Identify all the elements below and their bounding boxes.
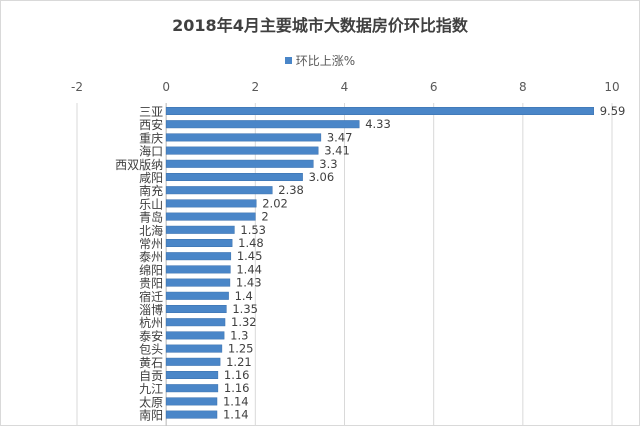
- data-label: 1.14: [223, 394, 249, 408]
- category-label: 包头: [139, 343, 163, 357]
- bar: [165, 107, 594, 115]
- bar: [165, 384, 219, 393]
- category-label: 重庆: [139, 131, 163, 145]
- category-label: 西双版纳: [115, 158, 163, 172]
- chart-title: 2018年4月主要城市大数据房价环比指数: [172, 16, 468, 35]
- bar: [165, 120, 360, 129]
- bar: [165, 212, 256, 221]
- data-label: 9.59: [600, 104, 626, 118]
- category-label: 杭州: [139, 315, 163, 330]
- bar: [165, 357, 221, 366]
- category-label: 贵阳: [139, 277, 163, 291]
- bar: [165, 397, 218, 406]
- bar: [165, 305, 227, 313]
- category-label: 西安: [139, 117, 163, 132]
- data-label: 2.02: [262, 196, 288, 210]
- bar: [165, 186, 273, 195]
- bar: [165, 199, 257, 208]
- legend-label: 环比上涨%: [295, 54, 356, 68]
- bar: [165, 278, 231, 287]
- bar: [165, 239, 233, 247]
- data-label: 3.47: [327, 130, 353, 144]
- data-label: 3.41: [324, 144, 350, 158]
- category-label: 九江: [139, 382, 163, 396]
- data-label: 4.33: [365, 117, 391, 131]
- legend-swatch: [284, 57, 292, 64]
- category-label: 黄石: [139, 356, 163, 370]
- x-tick-label: 6: [430, 80, 438, 94]
- data-label: 1.16: [224, 381, 250, 395]
- data-label: 1.3: [230, 328, 248, 342]
- data-label: 1.21: [226, 355, 252, 369]
- bar: [165, 252, 232, 261]
- data-label: 1.25: [228, 342, 254, 356]
- bar: [165, 344, 223, 353]
- data-label: 1.35: [232, 302, 258, 316]
- x-tick-label: 10: [604, 80, 619, 94]
- data-label: 2.38: [278, 183, 304, 197]
- bar: [165, 159, 314, 168]
- data-label: 1.48: [238, 236, 264, 250]
- bar: [165, 291, 229, 300]
- bar: [165, 410, 218, 419]
- bar: [165, 146, 319, 155]
- category-label: 常州: [139, 237, 163, 251]
- category-label: 南阳: [139, 408, 163, 423]
- bar: [165, 225, 235, 234]
- x-tick-label: 0: [162, 80, 170, 94]
- data-label: 1.14: [223, 408, 249, 422]
- data-label: 1.53: [240, 223, 266, 237]
- bar: [165, 133, 322, 142]
- category-label: 泰安: [139, 328, 163, 343]
- chart-legend: 环比上涨%: [0, 52, 640, 69]
- category-label: 淄博: [139, 302, 163, 317]
- category-label: 泰州: [139, 250, 163, 264]
- x-tick-label: 2: [252, 80, 260, 94]
- x-tick-label: 8: [519, 80, 527, 94]
- category-label: 南充: [139, 183, 163, 198]
- category-label: 三亚: [139, 105, 163, 119]
- x-tick-label: -2: [71, 80, 83, 94]
- category-label: 绵阳: [139, 263, 163, 277]
- data-label: 2: [261, 210, 268, 224]
- bar: [165, 173, 303, 181]
- data-label: 1.44: [236, 262, 262, 276]
- category-label: 北海: [139, 223, 163, 238]
- category-label: 宿迁: [139, 289, 163, 304]
- data-label: 1.45: [237, 249, 263, 263]
- data-label: 1.4: [235, 289, 253, 303]
- category-label: 自贡: [139, 369, 163, 383]
- bar: [165, 331, 225, 340]
- data-label: 3.3: [319, 157, 337, 171]
- category-label: 海口: [139, 144, 163, 159]
- data-label: 1.32: [231, 315, 257, 329]
- data-label: 1.43: [236, 276, 262, 290]
- bar: [165, 318, 226, 327]
- category-label: 青岛: [139, 210, 163, 225]
- data-label: 3.06: [309, 170, 335, 184]
- category-label: 咸阳: [139, 171, 163, 185]
- bar: [165, 265, 231, 274]
- x-tick-label: 4: [341, 80, 349, 94]
- bar: [165, 371, 219, 379]
- data-label: 1.16: [224, 368, 250, 382]
- category-label: 太原: [139, 394, 163, 409]
- category-label: 乐山: [139, 197, 163, 211]
